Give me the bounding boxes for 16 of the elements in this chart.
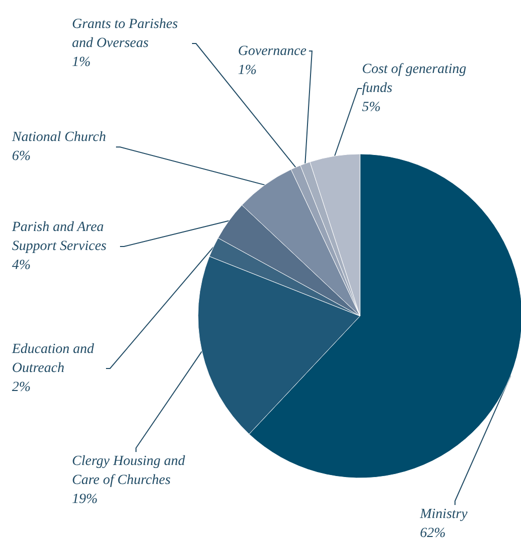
slice-label: Governance — [238, 44, 306, 59]
slice-label: Cost of generating funds — [362, 62, 470, 96]
data-label: 62% — [420, 526, 446, 541]
data-label: 6% — [12, 149, 31, 164]
data-label: 4% — [12, 258, 31, 273]
slice-label: National Church — [11, 130, 106, 145]
slice-label: Grants to Parishes and Overseas — [72, 17, 182, 51]
slice-label: Clergy Housing and Care of Churches — [72, 454, 189, 488]
data-label: 19% — [72, 492, 98, 507]
data-label: 5% — [362, 100, 381, 115]
data-label: 2% — [12, 380, 31, 395]
slice-label: Ministry — [419, 507, 468, 522]
data-label: 1% — [238, 63, 257, 78]
data-label: 1% — [72, 55, 91, 70]
slice-label: Education and Outreach — [11, 342, 98, 376]
slice-label: Parish and Area Support Services — [11, 220, 108, 254]
